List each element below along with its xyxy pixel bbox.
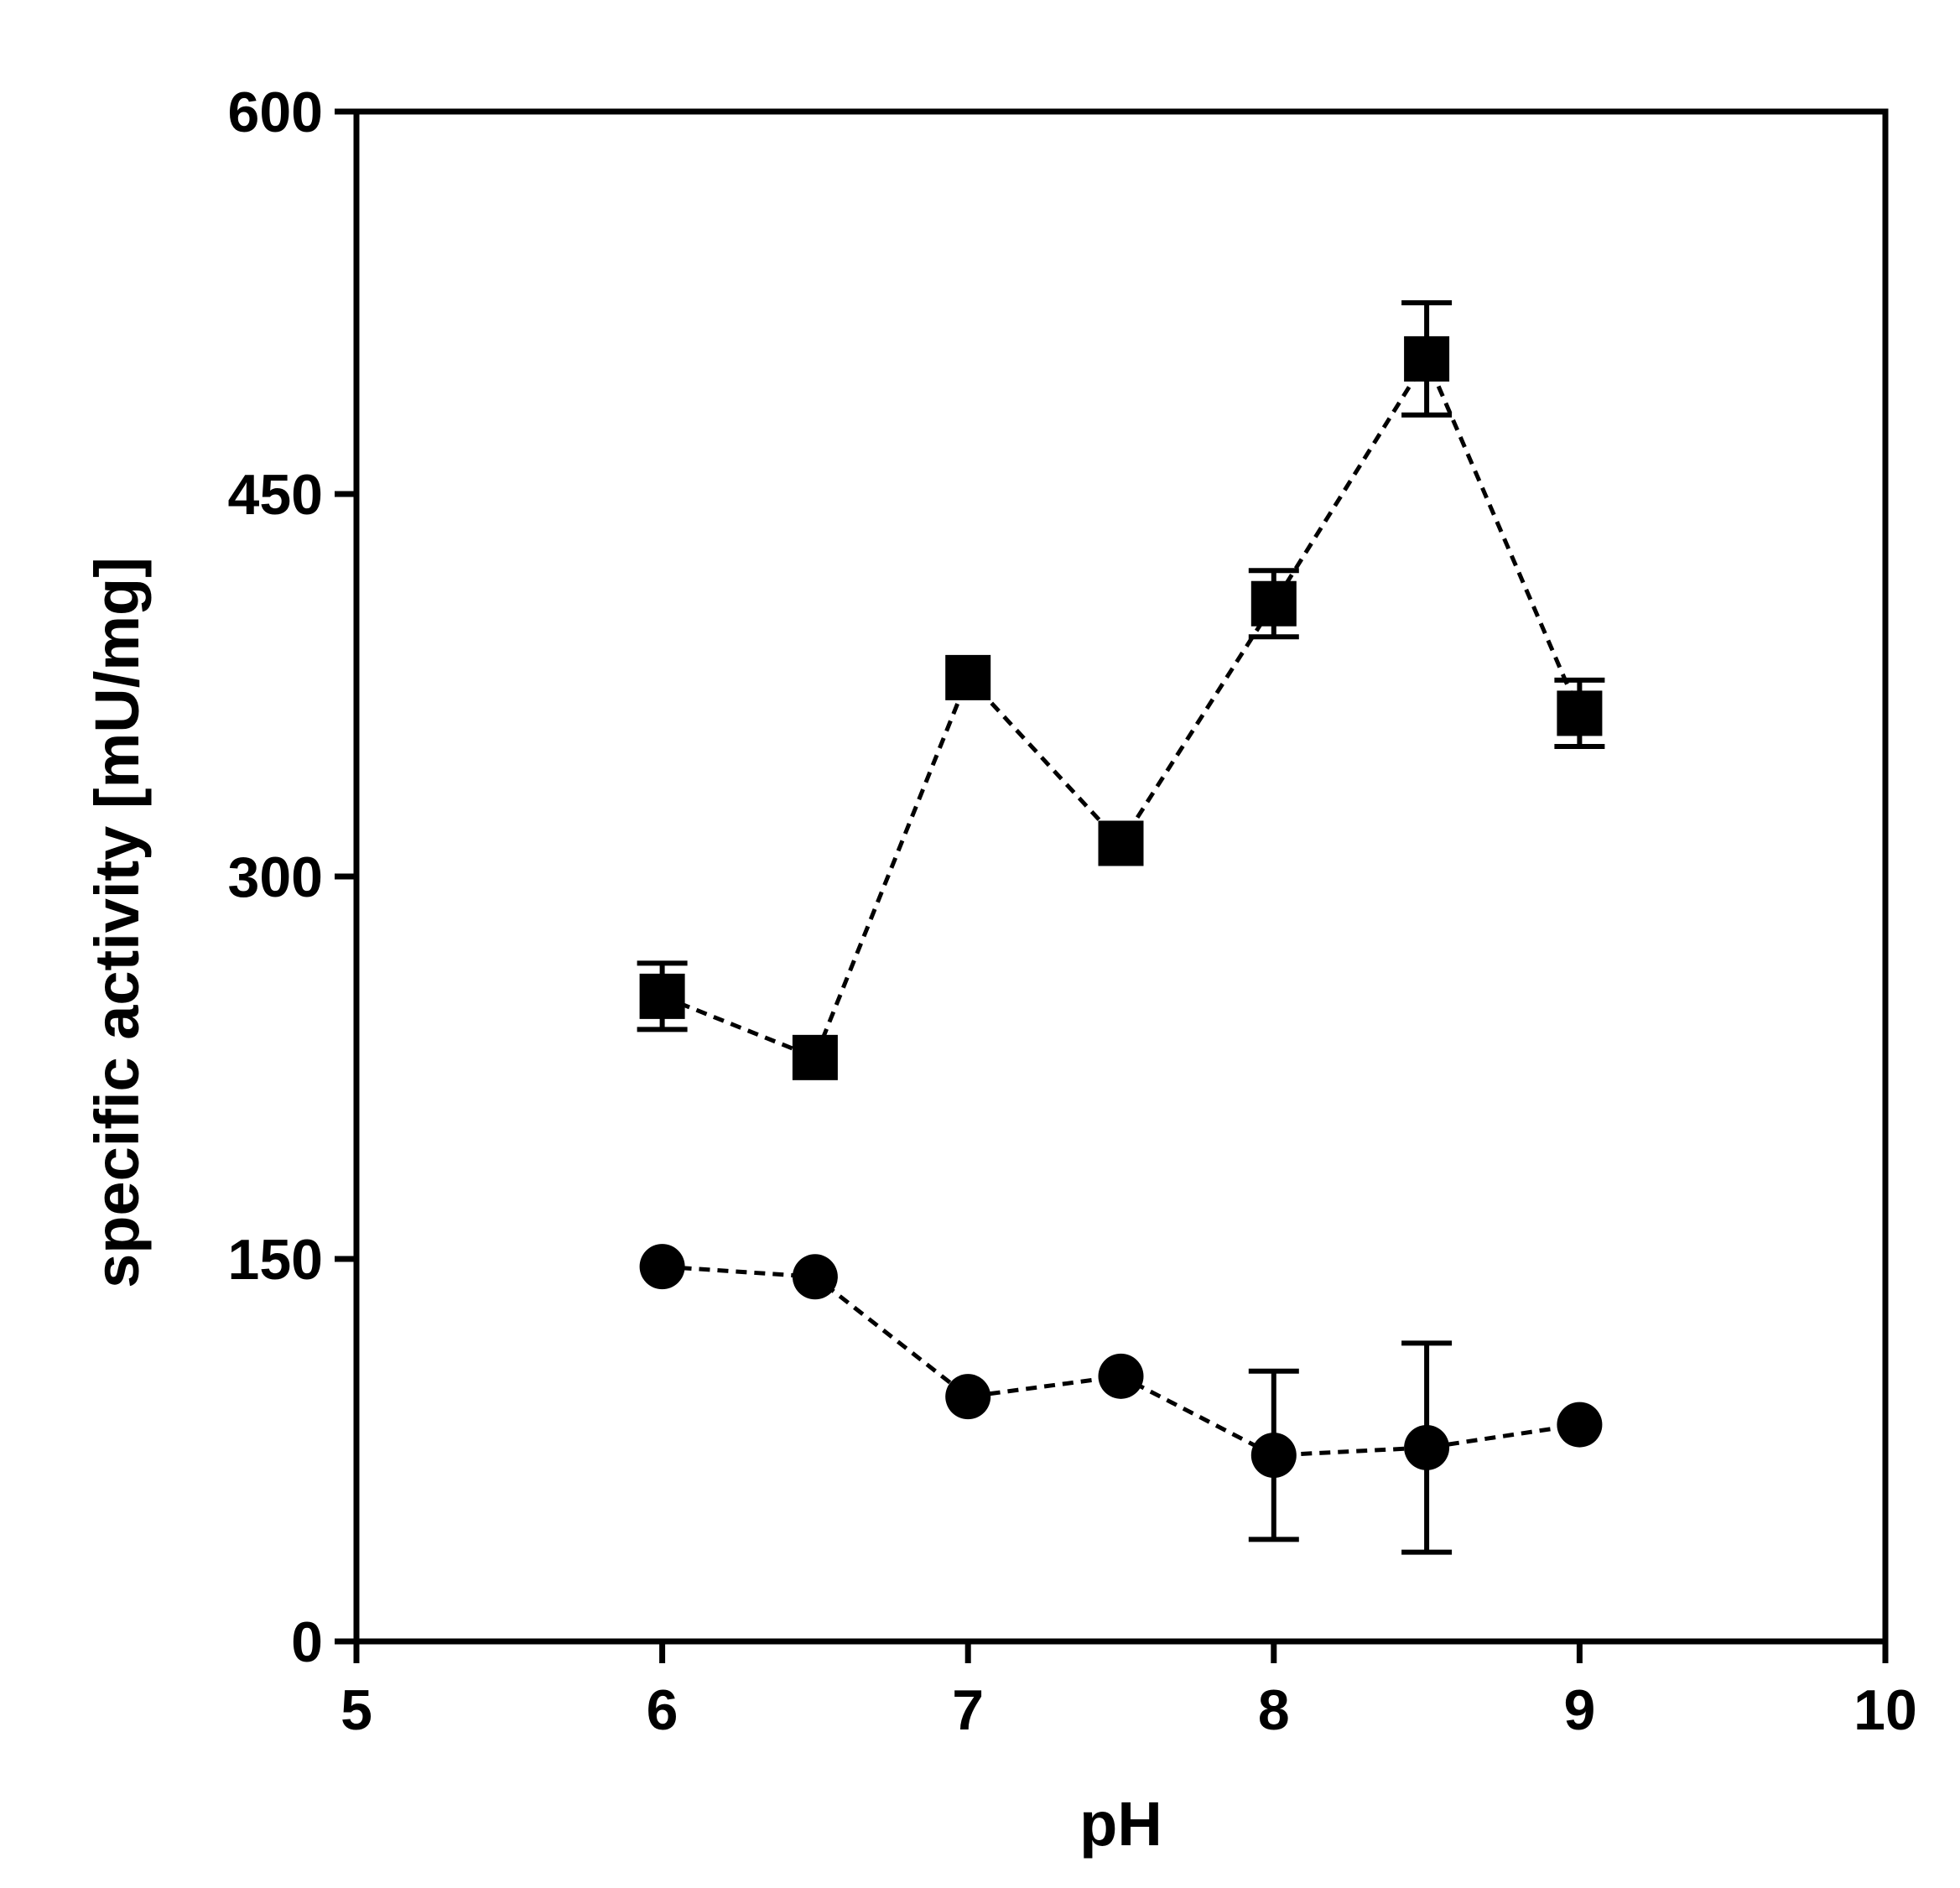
y-tick-label: 150	[228, 1228, 323, 1292]
x-axis-title: pH	[1079, 1789, 1162, 1859]
y-tick-label: 600	[228, 81, 323, 144]
data-point-circle	[1404, 1424, 1450, 1470]
axis-ticks	[335, 108, 1889, 1663]
axes	[353, 108, 1889, 1645]
data-point-square	[1250, 580, 1297, 627]
data-point-square	[1404, 335, 1450, 382]
x-tick-label: 5	[341, 1678, 372, 1742]
plot-frame	[353, 108, 1889, 1645]
data-point-square	[1557, 690, 1603, 736]
data-point-circle	[1557, 1402, 1603, 1448]
series-layer	[637, 300, 1605, 1555]
data-point-circle	[1250, 1433, 1297, 1479]
x-tick-label: 10	[1853, 1678, 1917, 1742]
y-tick-label: 0	[291, 1610, 323, 1674]
data-point-circle	[639, 1244, 685, 1290]
y-tick-label: 300	[228, 845, 323, 909]
x-tick-label: 9	[1563, 1678, 1595, 1742]
x-tick-label: 8	[1258, 1678, 1290, 1742]
tick-labels: 5 6 7 8 9 10 0 150 300 450 600	[228, 81, 1917, 1742]
data-point-square	[1098, 820, 1144, 866]
data-point-circle	[1098, 1353, 1144, 1399]
data-point-circle	[792, 1254, 838, 1300]
data-point-square	[639, 973, 685, 1019]
data-point-circle	[945, 1374, 991, 1420]
x-tick-label: 6	[647, 1678, 678, 1742]
x-tick-label: 7	[952, 1678, 984, 1742]
y-tick-label: 450	[228, 463, 323, 527]
y-axis-title: specific activity [mU/mg]	[82, 557, 152, 1288]
series-2	[639, 1244, 1603, 1555]
data-point-square	[945, 654, 991, 700]
series-line	[661, 354, 1582, 1061]
data-point-square	[792, 1034, 838, 1080]
series-1	[637, 300, 1605, 1080]
